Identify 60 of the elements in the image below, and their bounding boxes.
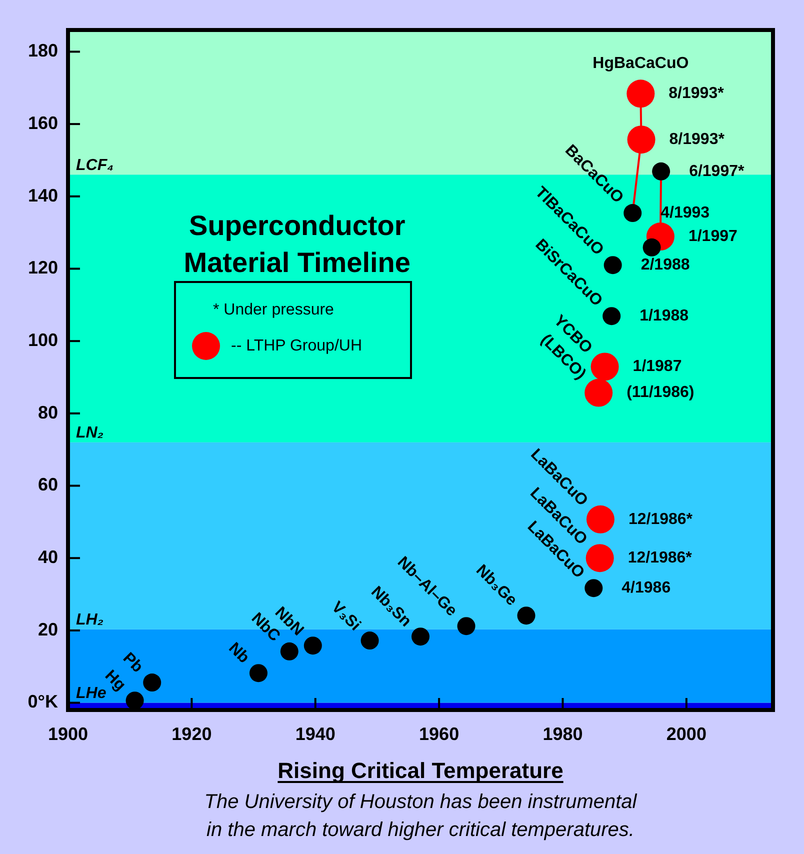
data-label: 2/1988 <box>640 256 690 274</box>
point <box>304 636 322 655</box>
x-tick-label: 1940 <box>295 724 336 744</box>
x-axis-title: Rising Critical Temperature <box>278 758 564 783</box>
point <box>280 642 298 660</box>
data-label: 1/1997 <box>688 228 738 245</box>
point <box>604 256 622 274</box>
annotation: Pb <box>119 650 146 676</box>
point <box>457 617 476 636</box>
band-label: LHe <box>76 685 106 702</box>
data-label: 4/1986 <box>622 580 671 597</box>
data-label: 12/1986* <box>628 510 694 528</box>
point <box>412 628 430 646</box>
y-tick-label: 20 <box>38 619 58 640</box>
point <box>652 162 670 180</box>
point <box>590 352 619 381</box>
y-tick-label: 180 <box>28 40 58 61</box>
point <box>642 238 661 256</box>
point <box>584 378 613 407</box>
point <box>126 692 144 710</box>
text: Superconductor Material Timeline <box>184 210 410 278</box>
data-label: (11/1986) <box>626 384 694 402</box>
text: in the march toward higher critical temperatures. <box>206 819 634 841</box>
x-tick-label: 1960 <box>419 724 460 744</box>
y-tick-label: 40 <box>38 547 58 568</box>
x-tick-label: 1920 <box>172 724 212 744</box>
x-tick-label: 1980 <box>542 724 583 744</box>
annotation: HgBaCaCuO <box>592 55 689 72</box>
text: The University of Houston has been instrumental <box>204 791 638 813</box>
point <box>627 126 656 154</box>
point <box>626 80 655 108</box>
annotation: Nb <box>225 640 252 667</box>
y-tick-label: 80 <box>38 402 58 422</box>
legend-label: -- LTHP Group/UH <box>231 337 362 354</box>
point <box>586 505 614 534</box>
y-tick-label: 120 <box>28 258 58 278</box>
point <box>624 204 642 222</box>
data-label: 12/1986* <box>628 549 693 566</box>
y-tick-label: 140 <box>28 185 58 206</box>
x-tick-label: 2000 <box>666 724 706 744</box>
y-tick-label: 0°K <box>28 692 58 712</box>
data-label: 8/1993* <box>668 85 725 102</box>
y-tick-label: 60 <box>38 474 58 495</box>
band-label: LN₂ <box>76 424 104 442</box>
legend-title: * Under pressure <box>213 301 334 318</box>
point <box>586 544 614 572</box>
point <box>360 632 379 650</box>
x-tick-label: 1900 <box>48 724 88 744</box>
point <box>143 674 162 692</box>
data-label: 8/1993* <box>669 131 726 148</box>
band-label: LCF₄ <box>76 157 114 174</box>
y-tick-label: 100 <box>28 330 58 350</box>
y-tick-label: 160 <box>28 113 58 134</box>
point <box>517 606 536 625</box>
data-label: 1/1987 <box>632 358 682 376</box>
point <box>584 579 603 598</box>
point <box>602 307 621 326</box>
point <box>249 664 268 682</box>
band-label: LH₂ <box>76 612 104 629</box>
data-label: 1/1988 <box>640 308 689 325</box>
